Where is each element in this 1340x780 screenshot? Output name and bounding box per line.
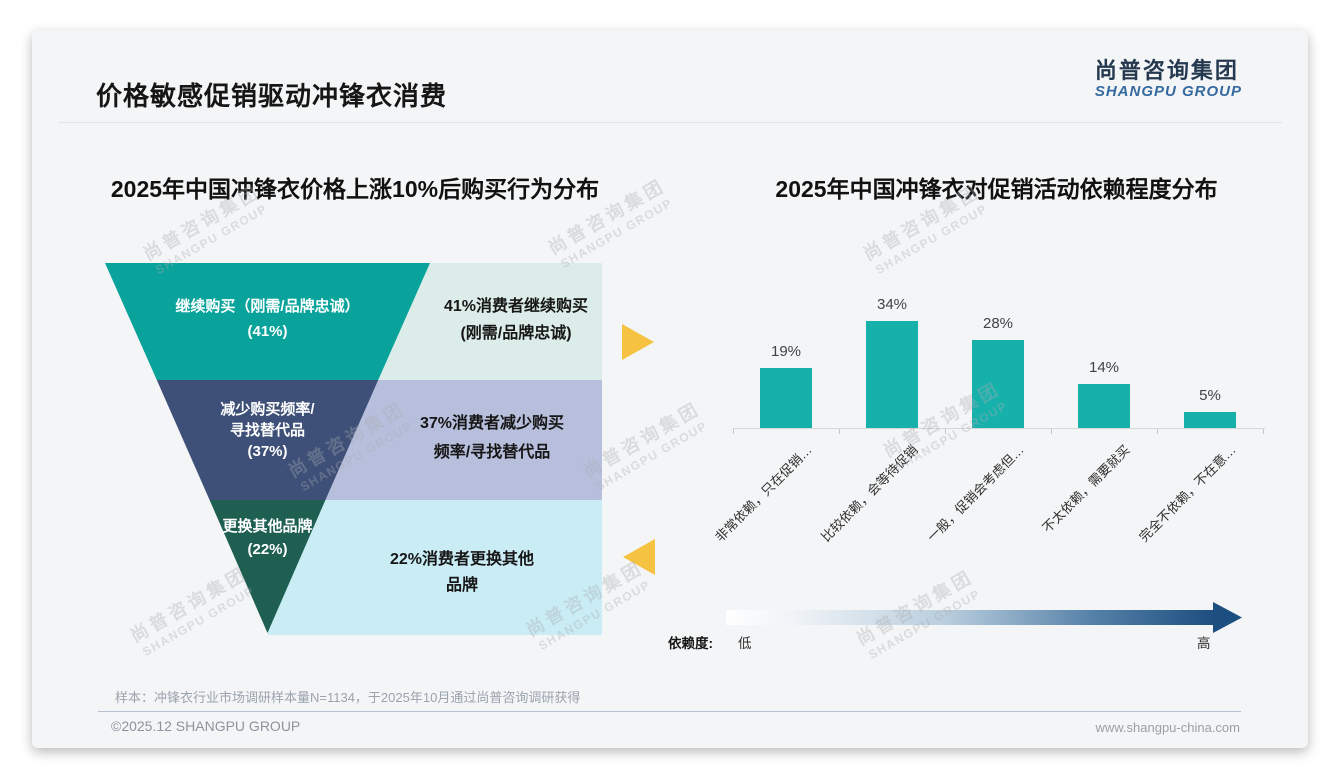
page-title: 价格敏感促销驱动冲锋衣消费: [96, 81, 448, 111]
funnel-level-2-shape: [156, 380, 379, 500]
bar: [1184, 412, 1236, 428]
dependency-legend-label: 依赖度:: [668, 636, 713, 651]
funnel-level-3-label-line1: 更换其他品牌: [222, 518, 313, 535]
bar-value-label: 28%: [982, 314, 1014, 332]
dependency-gradient-arrow: [726, 610, 1214, 625]
copyright-text: ©2025.12 SHANGPU GROUP: [111, 718, 301, 734]
funnel-desc-text-2: 37%消费者减少购买 频率/寻找替代品: [374, 409, 610, 467]
axis-tick: [1263, 429, 1264, 434]
bar: [866, 320, 918, 428]
funnel-level-2-label-line2: 寻找替代品: [229, 422, 305, 439]
logo-text-cn: 尚普咨询集团: [1094, 58, 1239, 83]
funnel-desc-panel-3: [268, 500, 602, 635]
funnel-level-1-label: 继续购买（刚需/品牌忠诚） (41%): [105, 294, 430, 344]
flow-arrow-right-icon: [622, 324, 654, 360]
funnel-level-2-label-line1: 减少购买频率/: [220, 401, 315, 418]
bar-column: 5%: [1157, 298, 1263, 428]
funnel-level-1-shape: [105, 263, 430, 380]
axis-tick: [839, 429, 840, 434]
dependency-gradient-arrowhead-icon: [1213, 602, 1242, 633]
funnel-chart-title: 2025年中国冲锋衣价格上涨10%后购买行为分布: [110, 176, 600, 202]
bar-chart-title: 2025年中国冲锋衣对促销活动依赖程度分布: [775, 176, 1218, 202]
funnel-desc-3-line1: 22%消费者更换其他: [389, 551, 535, 568]
bar-value-label: 34%: [876, 295, 908, 313]
company-logo: 尚普咨询集团 SHANGPU GROUP: [1095, 58, 1242, 101]
funnel-chart: 继续购买（刚需/品牌忠诚） (41%) 减少购买频率/ 寻找替代品 (37%) …: [105, 263, 655, 635]
funnel-shape: [105, 263, 430, 633]
axis-tick: [1051, 429, 1052, 434]
funnel-desc-2-line1: 37%消费者减少购买: [419, 415, 565, 432]
flow-arrow-left-icon: [623, 539, 655, 575]
footer-divider: [98, 711, 1241, 712]
funnel-desc-1-line1: 41%消费者继续购买: [443, 298, 589, 315]
bar: [1078, 383, 1130, 428]
funnel-level-3-label-line2: (22%): [247, 541, 288, 558]
axis-tick: [733, 429, 734, 434]
bar-value-label: 14%: [1088, 358, 1120, 376]
watermark-text-en: SHANGPU GROUP: [558, 195, 675, 272]
bar-value-label: 19%: [770, 343, 802, 361]
funnel-desc-2-line2: 频率/寻找替代品: [433, 444, 551, 461]
funnel-desc-text-1: 41%消费者继续购买 (刚需/品牌忠诚): [398, 293, 634, 347]
bar: [760, 368, 812, 428]
slide-card: 价格敏感促销驱动冲锋衣消费 尚普咨询集团 SHANGPU GROUP 2025年…: [32, 30, 1308, 748]
bar-column: 34%: [839, 295, 945, 428]
bar-value-label: 5%: [1199, 387, 1221, 405]
bar: [972, 339, 1024, 428]
website-url: www.shangpu-china.com: [1095, 720, 1240, 735]
funnel-level-1-label-line2: (41%): [247, 323, 288, 340]
funnel-level-3-label: 更换其他品牌 (22%): [105, 515, 430, 561]
sample-note: 样本：冲锋衣行业市场调研样本量N=1134，于2025年10月通过尚普咨询调研获…: [115, 690, 581, 705]
axis-tick: [1157, 429, 1158, 434]
dependency-low-label: 低: [738, 636, 752, 651]
funnel-desc-1-line2: (刚需/品牌忠诚): [460, 325, 572, 342]
funnel-desc-text-3: 22%消费者更换其他 品牌: [344, 547, 580, 599]
axis-tick: [945, 429, 946, 434]
dependency-high-label: 高: [1197, 636, 1211, 651]
logo-text-en: SHANGPU GROUP: [1094, 83, 1242, 101]
funnel-level-2-label-line3: (37%): [247, 443, 288, 460]
bar-chart-plot: 19% 34% 28% 14% 5%: [733, 295, 1263, 428]
title-divider: [58, 122, 1282, 123]
funnel-level-1-label-line1: 继续购买（刚需/品牌忠诚）: [175, 298, 360, 315]
bar-column: 28%: [945, 298, 1051, 428]
bar-column: 14%: [1051, 298, 1157, 428]
funnel-level-3-shape: [209, 500, 326, 633]
bar-column: 19%: [733, 298, 839, 428]
bar-chart-x-axis: [733, 428, 1265, 429]
funnel-desc-3-line2: 品牌: [445, 577, 478, 594]
watermark-text-en: SHANGPU GROUP: [873, 201, 990, 278]
funnel-level-2-label: 减少购买频率/ 寻找替代品 (37%): [105, 399, 430, 462]
